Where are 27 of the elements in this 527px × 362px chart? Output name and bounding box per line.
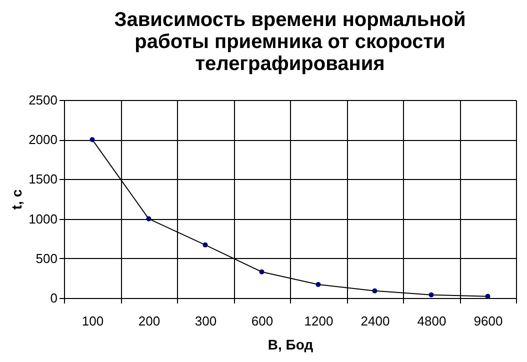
y-tick-label: 2000	[28, 132, 58, 148]
y-axis-title: t, c	[8, 189, 25, 210]
text: телеграфирования	[195, 53, 385, 75]
point	[485, 294, 490, 299]
point	[202, 242, 208, 248]
y-tick-label: 2500	[28, 92, 58, 108]
x-tick-label: 200	[138, 314, 160, 328]
x-tick-label: 9600	[474, 314, 503, 328]
x-tick-label: 2400	[360, 314, 390, 328]
y-tick-label: 1500	[28, 172, 58, 187]
y-tick-label: 500	[36, 250, 58, 266]
x-tick-label: 4800	[417, 314, 446, 328]
y-tick-label: 0	[50, 290, 58, 306]
y-tick-label: 1000	[28, 211, 58, 226]
text: Зависимость времени нормальной	[114, 9, 466, 31]
point	[316, 282, 321, 288]
x-tick-label: 300	[194, 314, 217, 328]
x-tick-label: 1200	[304, 314, 334, 328]
point	[146, 216, 152, 222]
x-axis-title: B, Бод	[268, 336, 314, 352]
point	[372, 288, 378, 294]
point	[428, 292, 434, 298]
x-tick-label: 100	[82, 314, 104, 328]
text: работы приемника от скорости	[134, 31, 446, 53]
point	[90, 137, 95, 142]
x-tick-label: 600	[251, 314, 274, 328]
point	[259, 269, 264, 274]
